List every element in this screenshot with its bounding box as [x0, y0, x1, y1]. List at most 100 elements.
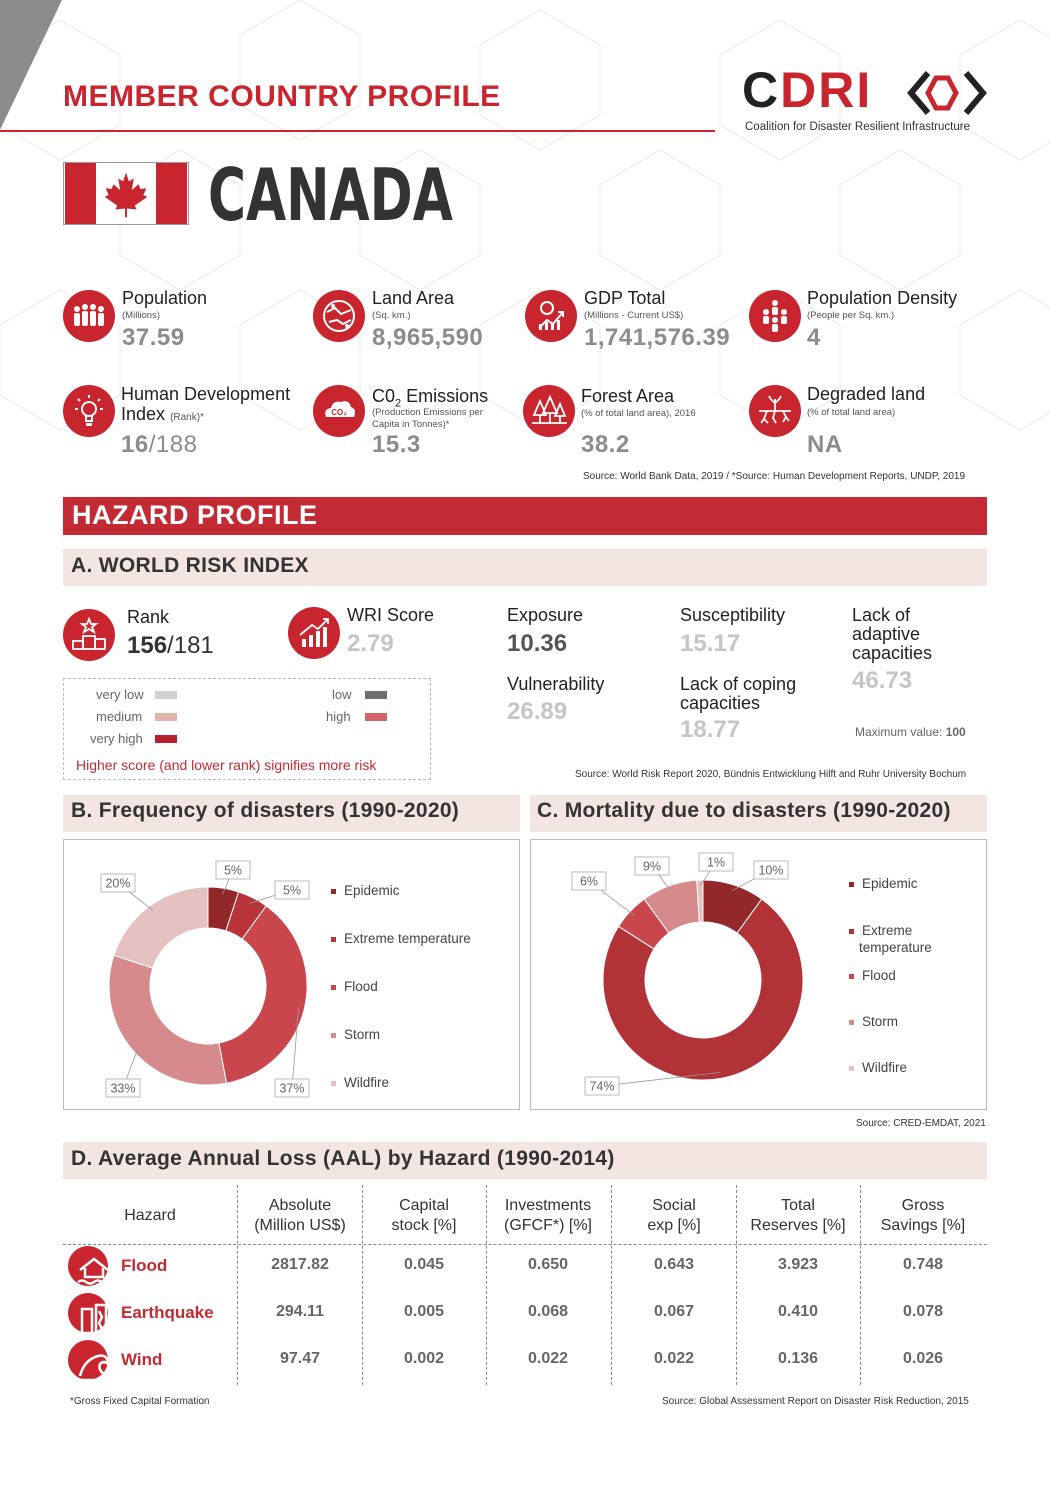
- aal-header-social: Social exp [%]: [612, 1196, 736, 1236]
- charts-source: Source: CRED-EMDAT, 2021: [856, 1118, 986, 1129]
- mort-section-bar: [530, 795, 987, 832]
- corner-decoration: [0, 0, 62, 130]
- wri-section-bar: [63, 549, 987, 586]
- freq-legend-wildfire: Wildfire: [331, 1075, 389, 1090]
- freq-legend-extreme-text: Extreme temperature: [344, 931, 471, 946]
- mort-label-box-epidemic: [753, 860, 789, 880]
- freq-label-wildfire: 20%: [105, 877, 130, 891]
- co2-label-main: C0: [372, 386, 396, 406]
- aal-divider-3: [486, 1185, 487, 1385]
- population-value: 37.59: [122, 324, 185, 351]
- population-density-label: Population Density: [807, 288, 958, 308]
- stats-source: Source: World Bank Data, 2019 / *Source:…: [583, 471, 966, 482]
- lack-coping-label: Lack of coping capacities: [680, 675, 796, 713]
- mort-legend-flood-swatch: [849, 973, 854, 979]
- aal-section-title: D. Average Annual Loss (AAL) by Hazard (…: [71, 1147, 615, 1170]
- lack-coping-line1: Lack of coping: [680, 674, 797, 694]
- mort-slice-extreme-temperature: [602, 898, 804, 1081]
- aal-flood-reserves: 3.923: [777, 1256, 819, 1273]
- aal-earthquake-reserves: 0.410: [777, 1303, 819, 1320]
- exposure-value: 10.36: [507, 630, 568, 657]
- co2-sub-line2: Capita in Tonnes)*: [372, 419, 450, 430]
- mort-legend-extreme-text-line2: temperature: [859, 940, 932, 955]
- degraded-land-sub: (% of total land area): [807, 407, 896, 418]
- legend-high-swatch: [365, 713, 387, 721]
- aal-header-social-line2: exp [%]: [647, 1217, 701, 1234]
- aal-header-capital-line2: stock [%]: [391, 1217, 457, 1234]
- freq-label-extreme-temperature: 5%: [283, 884, 301, 898]
- aal-header-savings-line2: Savings [%]: [880, 1217, 966, 1234]
- page-title: MEMBER COUNTRY PROFILE: [63, 80, 501, 113]
- aal-row-flood-name: Flood: [121, 1256, 168, 1275]
- legend-very-low-label: very low: [96, 687, 144, 702]
- wind-wave-icon: [68, 1340, 110, 1382]
- aal-flood-absolute: 2817.82: [271, 1256, 329, 1273]
- vulnerability-label: Vulnerability: [507, 674, 605, 694]
- freq-section-title: B. Frequency of disasters (1990-2020): [71, 799, 460, 822]
- lack-adaptive-label: Lack of adaptive capacities: [852, 606, 932, 663]
- logo-subtitle: Coalition for Disaster Resilient Infrast…: [745, 121, 970, 133]
- legend-medium-label: medium: [96, 709, 143, 724]
- freq-label-flood: 37%: [279, 1082, 304, 1096]
- aal-header-capital-line1: Capital: [399, 1197, 449, 1214]
- freq-label-box-epidemic: [215, 860, 251, 880]
- population-label: Population: [122, 288, 208, 308]
- freq-legend-flood: Flood: [331, 979, 378, 994]
- exposure-label: Exposure: [507, 605, 584, 625]
- aal-source: Source: Global Assessment Report on Disa…: [662, 1396, 969, 1407]
- freq-slice-storm: [108, 954, 228, 1086]
- mort-label-box-storm: [634, 856, 670, 876]
- aal-wind-investments: 0.022: [527, 1350, 569, 1367]
- max-value-number: 100: [945, 725, 966, 739]
- hdi-sub: (Rank)*: [170, 412, 204, 423]
- aal-header-social-line1: Social: [652, 1197, 696, 1214]
- aal-header-reserves: Total Reserves [%]: [736, 1196, 860, 1236]
- max-value-note: Maximum value: 100: [855, 725, 966, 739]
- mort-legend-epidemic: Epidemic: [849, 876, 918, 891]
- legend-low-label: low: [332, 687, 352, 702]
- aal-header-capital: Capital stock [%]: [362, 1196, 486, 1236]
- mort-legend-wildfire-text: Wildfire: [862, 1060, 908, 1075]
- forest-area-sub: (% of total land area), 2016: [581, 408, 696, 419]
- hdi-rank: 16: [121, 431, 149, 458]
- hdi-value: 16/188: [121, 431, 197, 459]
- mort-legend-flood-text: Flood: [862, 968, 896, 983]
- risk-legend-box: [63, 678, 431, 780]
- aal-divider-5: [736, 1185, 737, 1385]
- svg-text:CO₂: CO₂: [331, 408, 347, 417]
- gdp-sub: (Millions - Current US$): [584, 310, 684, 321]
- land-area-label: Land Area: [372, 288, 455, 308]
- mort-label-flood: 6%: [580, 875, 598, 889]
- rank-value: 156/181: [127, 632, 214, 660]
- frequency-donut-chart: 5% 5% 37% 33% 20%: [100, 860, 310, 1098]
- forest-area-label: Forest Area: [581, 386, 675, 406]
- aal-earthquake-capital: 0.005: [403, 1303, 445, 1320]
- forest-area-value: 38.2: [581, 431, 630, 458]
- aal-footnote: *Gross Fixed Capital Formation: [70, 1396, 210, 1407]
- mort-legend-epidemic-text: Epidemic: [862, 876, 918, 891]
- legend-very-low-swatch: [155, 691, 177, 699]
- freq-legend-storm-text: Storm: [344, 1027, 381, 1042]
- hazard-profile-title: HAZARD PROFILE: [72, 500, 318, 530]
- rank-label: Rank: [127, 607, 170, 627]
- aal-divider-4: [611, 1185, 612, 1385]
- wri-section-title: A. WORLD RISK INDEX: [71, 554, 309, 577]
- aal-wind-absolute: 97.47: [279, 1350, 321, 1367]
- freq-legend-epidemic: Epidemic: [331, 883, 400, 898]
- freq-legend-extreme-swatch: [331, 936, 336, 942]
- aal-header-investments-line2: (GFCF*) [%]: [504, 1217, 592, 1234]
- mort-legend-flood: Flood: [849, 968, 896, 983]
- aal-header-reserves-line1: Total: [781, 1197, 815, 1214]
- aal-header-savings-line1: Gross: [901, 1197, 945, 1214]
- land-area-sub: (Sq. km.): [372, 310, 411, 321]
- mort-legend-wildfire-swatch: [849, 1065, 854, 1071]
- logo-letters-dri: DRI: [780, 62, 873, 118]
- lack-adaptive-line2: adaptive: [852, 624, 921, 644]
- people-crowd-icon: [63, 290, 115, 342]
- mort-label-wildfire: 1%: [707, 856, 725, 870]
- lightbulb-head-icon: [63, 385, 115, 437]
- legend-medium-swatch: [155, 713, 177, 721]
- podium-star-icon: [63, 609, 115, 661]
- aal-header-absolute-line1: Absolute: [268, 1197, 332, 1214]
- gdp-value: 1,741,576.39: [584, 324, 731, 351]
